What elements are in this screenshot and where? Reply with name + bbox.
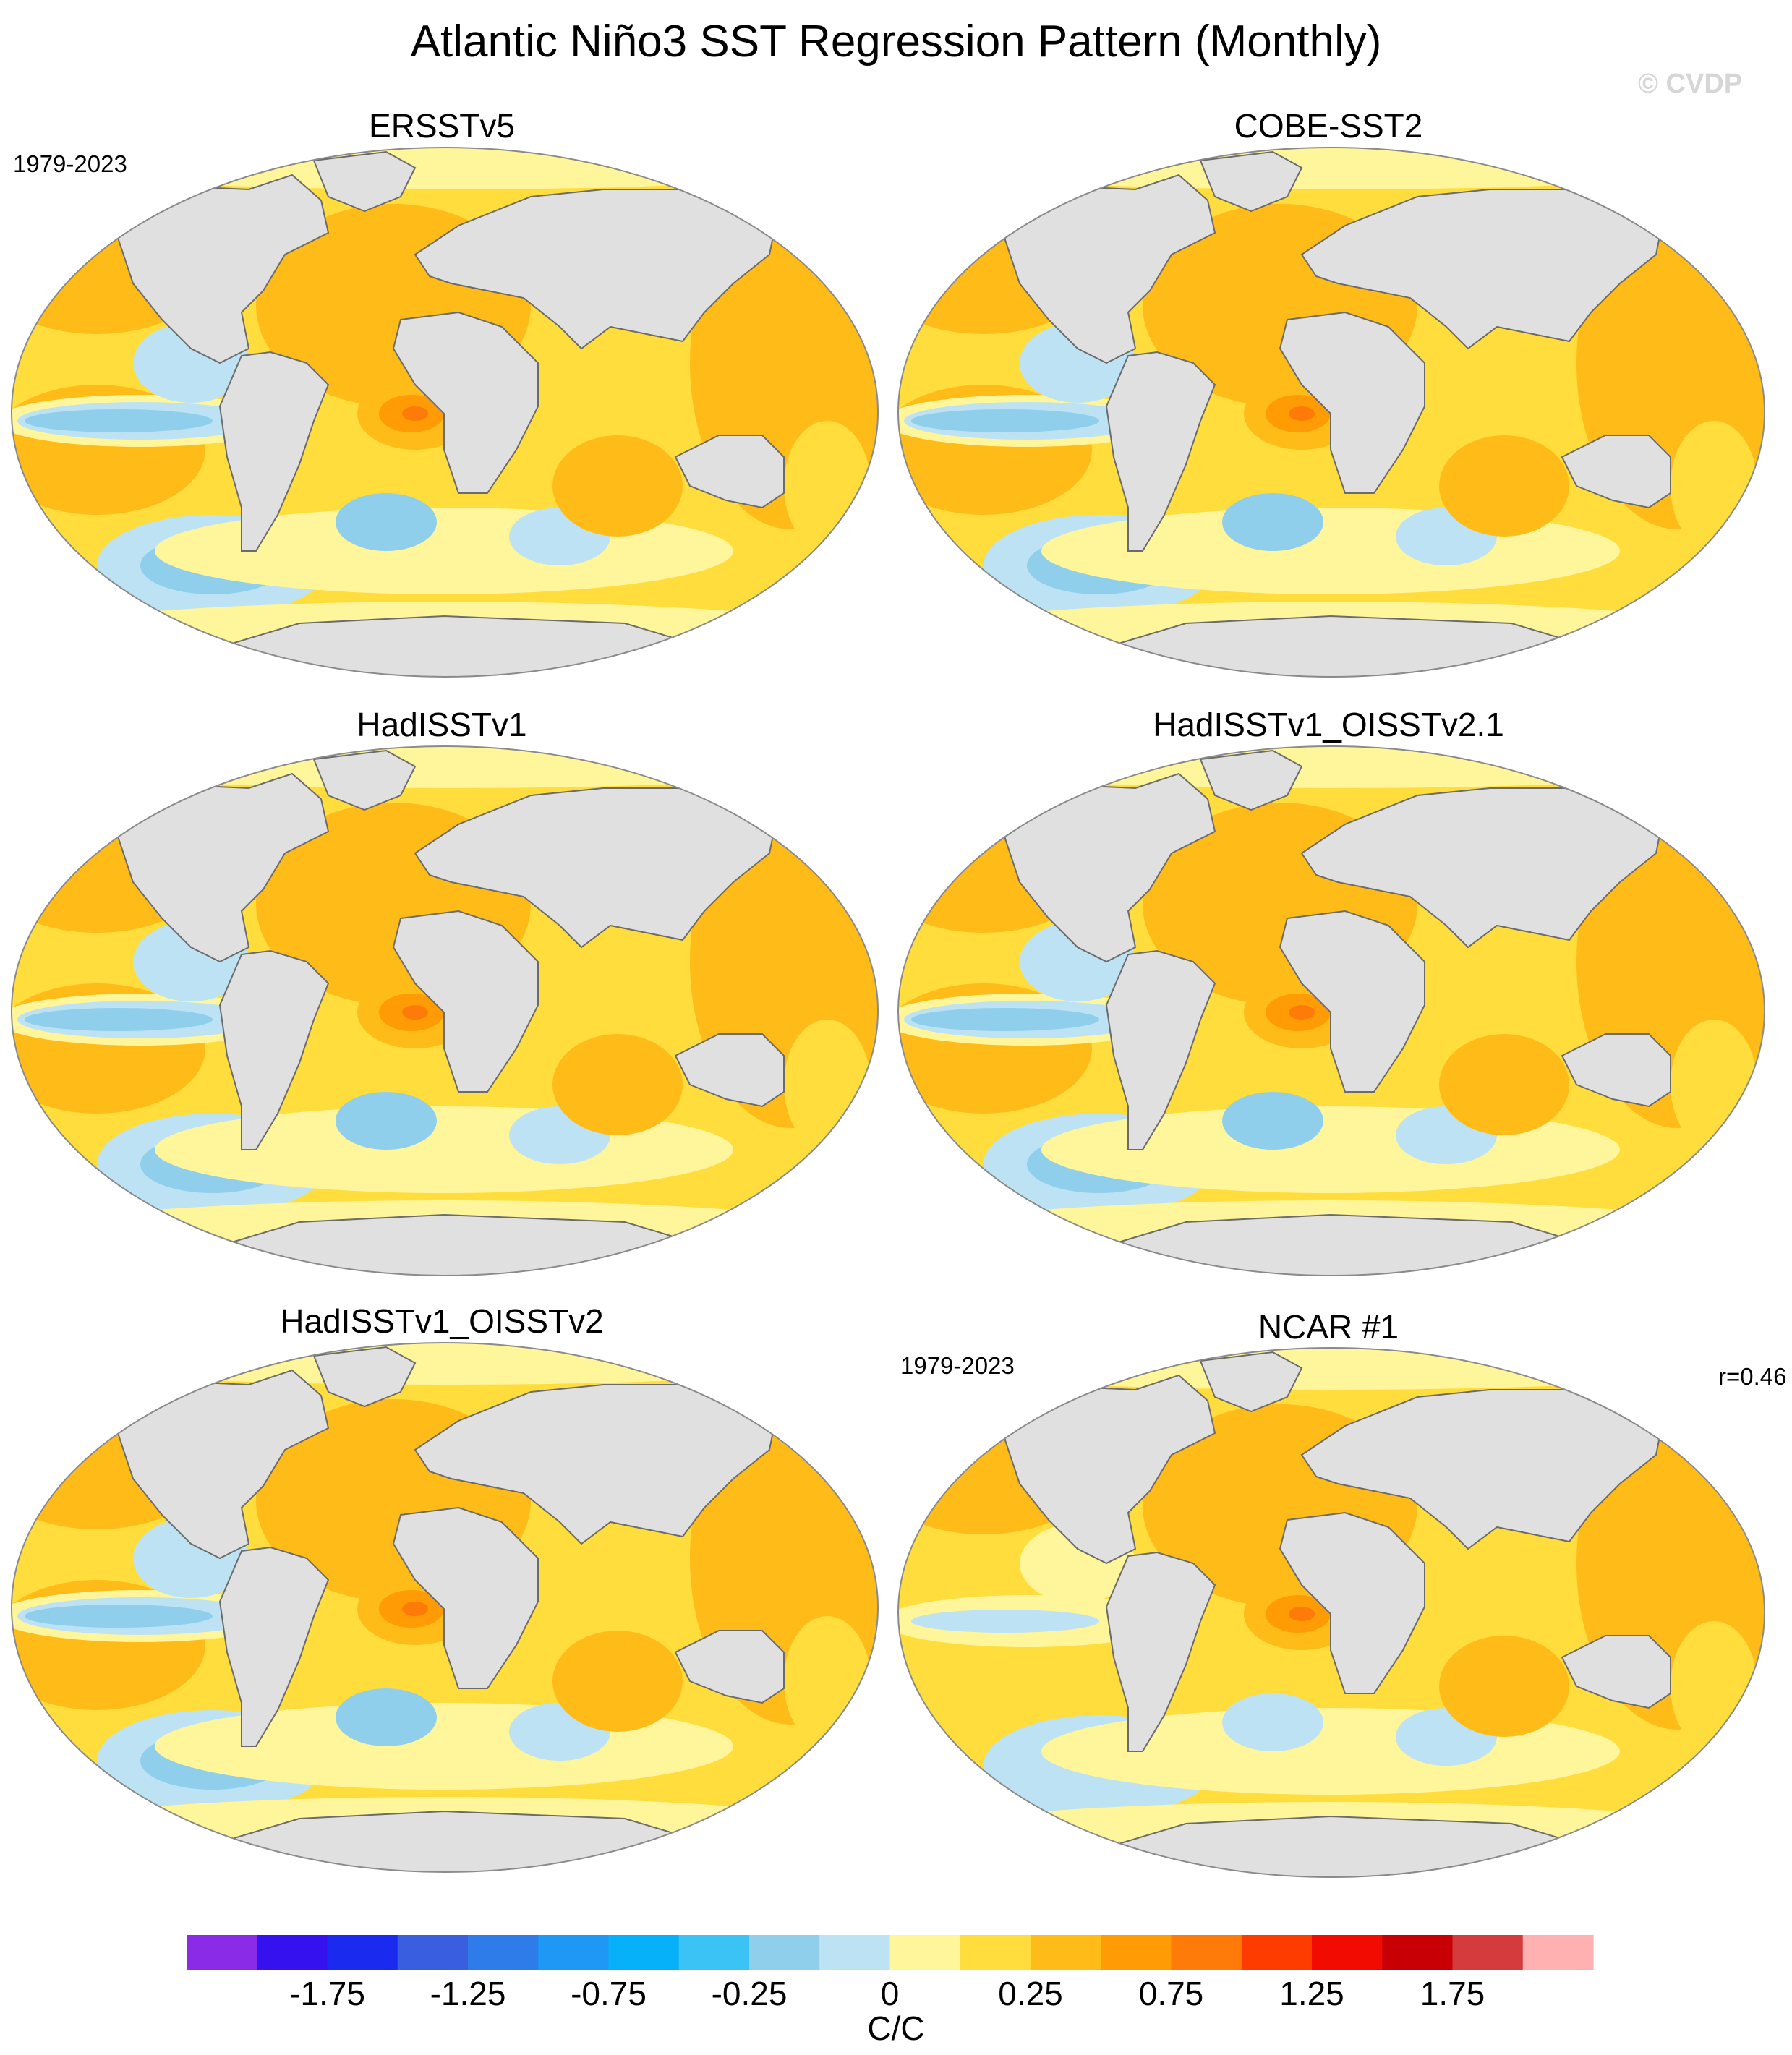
colorbar-swatch-6 xyxy=(608,1935,680,1970)
colorbar-swatch-5 xyxy=(538,1935,610,1970)
colorbar-swatch-11 xyxy=(960,1935,1031,1970)
colorbar-swatch-17 xyxy=(1382,1935,1454,1970)
colorbar-swatch-3 xyxy=(397,1935,469,1970)
colorbar-swatch-2 xyxy=(327,1935,398,1970)
period-label-ersstv5: 1979-2023 xyxy=(13,150,127,177)
colorbar-swatch-13 xyxy=(1101,1935,1172,1970)
colorbar-swatch-16 xyxy=(1312,1935,1383,1970)
colorbar-swatch-1 xyxy=(257,1935,328,1970)
panel-title-hadisst-oisst2: HadISSTv1_OISSTv2 xyxy=(280,1302,604,1340)
colorbar-tick-label: 1.75 xyxy=(1420,1975,1485,2012)
panel-title-ersstv5: ERSSTv5 xyxy=(369,107,515,145)
map-panel-cobe xyxy=(897,147,1765,678)
colorbar-tick-label: 1.25 xyxy=(1279,1975,1344,2012)
colorbar-swatch-19 xyxy=(1522,1935,1594,1970)
panel-title-cobe: COBE-SST2 xyxy=(1234,107,1423,145)
colorbar-swatch-15 xyxy=(1241,1935,1313,1970)
watermark-text: © CVDP xyxy=(1638,69,1743,99)
colorbar-tick-label: -0.25 xyxy=(711,1975,788,2012)
colorbar-tick-label: -1.25 xyxy=(430,1975,506,2012)
colorbar-swatch-10 xyxy=(889,1935,961,1970)
map-panel-hadisst-oisst21 xyxy=(897,745,1765,1276)
colorbar-units: C/C xyxy=(867,2009,925,2047)
panel-title-hadisst-oisst21: HadISSTv1_OISSTv2.1 xyxy=(1153,706,1504,743)
colorbar-tick-label: 0.25 xyxy=(998,1975,1063,2012)
colorbar-tick-label: 0 xyxy=(880,1975,900,2012)
colorbar-tick-label: -1.75 xyxy=(289,1975,365,2012)
map-panel-ncar xyxy=(897,1347,1765,1878)
panel-title-ncar: NCAR #1 xyxy=(1258,1308,1399,1346)
colorbar-swatch-0 xyxy=(187,1935,257,1970)
map-panel-hadisst xyxy=(11,745,879,1276)
map-panel-ersstv5 xyxy=(11,147,879,678)
map-panel-hadisst-oisst2 xyxy=(11,1342,879,1873)
colorbar-swatch-4 xyxy=(468,1935,539,1970)
correlation-label-ncar: r=0.46 xyxy=(1718,1363,1787,1390)
colorbar-swatch-18 xyxy=(1452,1935,1524,1970)
colorbar-swatch-12 xyxy=(1031,1935,1101,1970)
colorbar-tick-label: -0.75 xyxy=(571,1975,647,2012)
panel-title-hadisst: HadISSTv1 xyxy=(357,706,527,743)
colorbar-tick-label: 0.75 xyxy=(1138,1975,1204,2012)
colorbar-swatch-7 xyxy=(678,1935,750,1970)
colorbar-swatch-9 xyxy=(819,1935,891,1970)
colorbar-swatch-8 xyxy=(749,1935,820,1970)
colorbar-swatch-14 xyxy=(1171,1935,1242,1970)
period-label-ncar: 1979-2023 xyxy=(900,1352,1015,1379)
chart-title: Atlantic Niño3 SST Regression Pattern (M… xyxy=(410,17,1382,67)
